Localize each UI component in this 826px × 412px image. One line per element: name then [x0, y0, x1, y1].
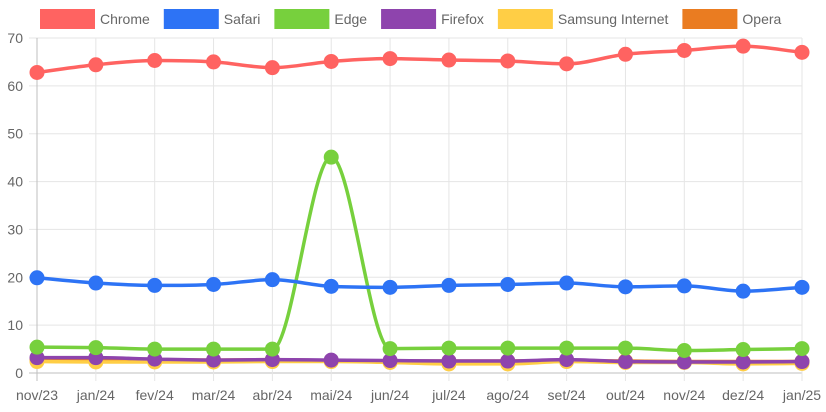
y-tick-label: 60 [7, 78, 23, 94]
legend-swatch [40, 9, 95, 29]
legend-item: Chrome [40, 9, 150, 29]
data-point-chrome [500, 53, 516, 69]
data-point-safari [382, 279, 398, 295]
data-point-safari [617, 279, 633, 295]
data-point-edge [559, 340, 575, 356]
y-tick-label: 40 [7, 174, 23, 190]
y-tick-label: 0 [15, 365, 23, 381]
data-point-safari [500, 276, 516, 292]
legend-label: Edge [334, 11, 367, 27]
data-point-edge [735, 342, 751, 358]
legend-label: Samsung Internet [558, 11, 669, 27]
data-point-safari [735, 283, 751, 299]
data-point-edge [382, 341, 398, 357]
legend-item: Safari [163, 9, 261, 29]
y-tick-label: 70 [7, 30, 23, 46]
series-safari [29, 270, 810, 299]
legend-swatch [163, 9, 219, 29]
data-point-edge [441, 340, 457, 356]
legend-swatch [497, 9, 553, 29]
x-axis: nov/23 jan/24 fev/24 mar/24 abr/24 mai/24 jun/… [16, 387, 821, 403]
data-point-chrome [147, 52, 163, 68]
chart-series [29, 38, 810, 372]
data-point-firefox [500, 353, 516, 369]
data-point-chrome [559, 56, 575, 72]
legend-label: Chrome [100, 11, 150, 27]
data-point-safari [676, 278, 692, 294]
data-point-firefox [794, 354, 810, 370]
legend-label: Safari [224, 11, 261, 27]
data-point-edge [29, 339, 45, 355]
data-point-edge [500, 340, 516, 356]
legend-label: Firefox [441, 11, 484, 27]
x-tick-label: mai/24 [310, 387, 352, 403]
data-point-safari [559, 275, 575, 291]
x-tick-label: nov/23 [16, 387, 58, 403]
data-point-edge [617, 340, 633, 356]
x-tick-label: set/24 [548, 387, 586, 403]
data-point-chrome [29, 64, 45, 80]
legend-label: Opera [742, 11, 781, 27]
data-point-edge [147, 341, 163, 357]
series-edge [29, 149, 810, 359]
data-point-firefox [323, 352, 339, 368]
series-line-edge [35, 155, 804, 353]
data-point-chrome [323, 53, 339, 69]
x-tick-label: jun/24 [370, 387, 409, 403]
x-tick-label: dez/24 [722, 387, 764, 403]
y-axis: 0 10 20 30 40 50 60 70 [7, 30, 23, 381]
data-point-firefox [735, 354, 751, 370]
data-point-safari [29, 270, 45, 286]
data-point-edge [206, 341, 222, 357]
legend-item: Edge [274, 9, 367, 29]
data-point-safari [88, 275, 104, 291]
legend-item: Opera [682, 9, 782, 29]
chart-legend: Chrome Safari Edge Firefox Samsung Internet O… [40, 9, 782, 29]
x-tick-label: abr/24 [253, 387, 293, 403]
data-point-firefox [441, 353, 457, 369]
data-point-safari [264, 272, 280, 288]
x-tick-label: ago/24 [486, 387, 529, 403]
x-tick-label: jan/25 [782, 387, 821, 403]
data-point-chrome [206, 54, 222, 70]
data-point-chrome [441, 52, 457, 68]
data-point-safari [441, 277, 457, 293]
y-tick-label: 20 [7, 269, 23, 285]
data-point-safari [794, 279, 810, 295]
data-point-chrome [382, 51, 398, 67]
data-point-chrome [617, 46, 633, 62]
data-point-safari [323, 278, 339, 294]
data-point-edge [323, 149, 339, 165]
data-point-chrome [735, 38, 751, 54]
legend-swatch [381, 9, 437, 29]
y-tick-label: 50 [7, 126, 23, 142]
data-point-chrome [794, 44, 810, 60]
data-point-edge [676, 343, 692, 359]
data-point-edge [88, 340, 104, 356]
data-point-safari [206, 276, 222, 292]
legend-item: Samsung Internet [497, 9, 669, 29]
chart-grid [29, 37, 803, 381]
data-point-safari [147, 277, 163, 293]
x-tick-label: fev/24 [136, 387, 174, 403]
x-tick-label: nov/24 [663, 387, 705, 403]
x-tick-label: jul/24 [431, 387, 466, 403]
series-firefox [29, 350, 810, 370]
x-tick-label: jan/24 [76, 387, 115, 403]
x-tick-label: out/24 [606, 387, 645, 403]
legend-item: Firefox [381, 9, 484, 29]
data-point-edge [264, 341, 280, 357]
legend-swatch [274, 9, 330, 29]
data-point-edge [794, 341, 810, 357]
data-point-firefox [617, 354, 633, 370]
series-chrome [29, 38, 810, 80]
data-point-chrome [264, 60, 280, 76]
y-tick-label: 30 [7, 221, 23, 237]
data-point-chrome [676, 42, 692, 58]
y-tick-label: 10 [7, 317, 23, 333]
data-point-chrome [88, 57, 104, 73]
x-tick-label: mar/24 [192, 387, 236, 403]
legend-swatch [682, 9, 738, 29]
